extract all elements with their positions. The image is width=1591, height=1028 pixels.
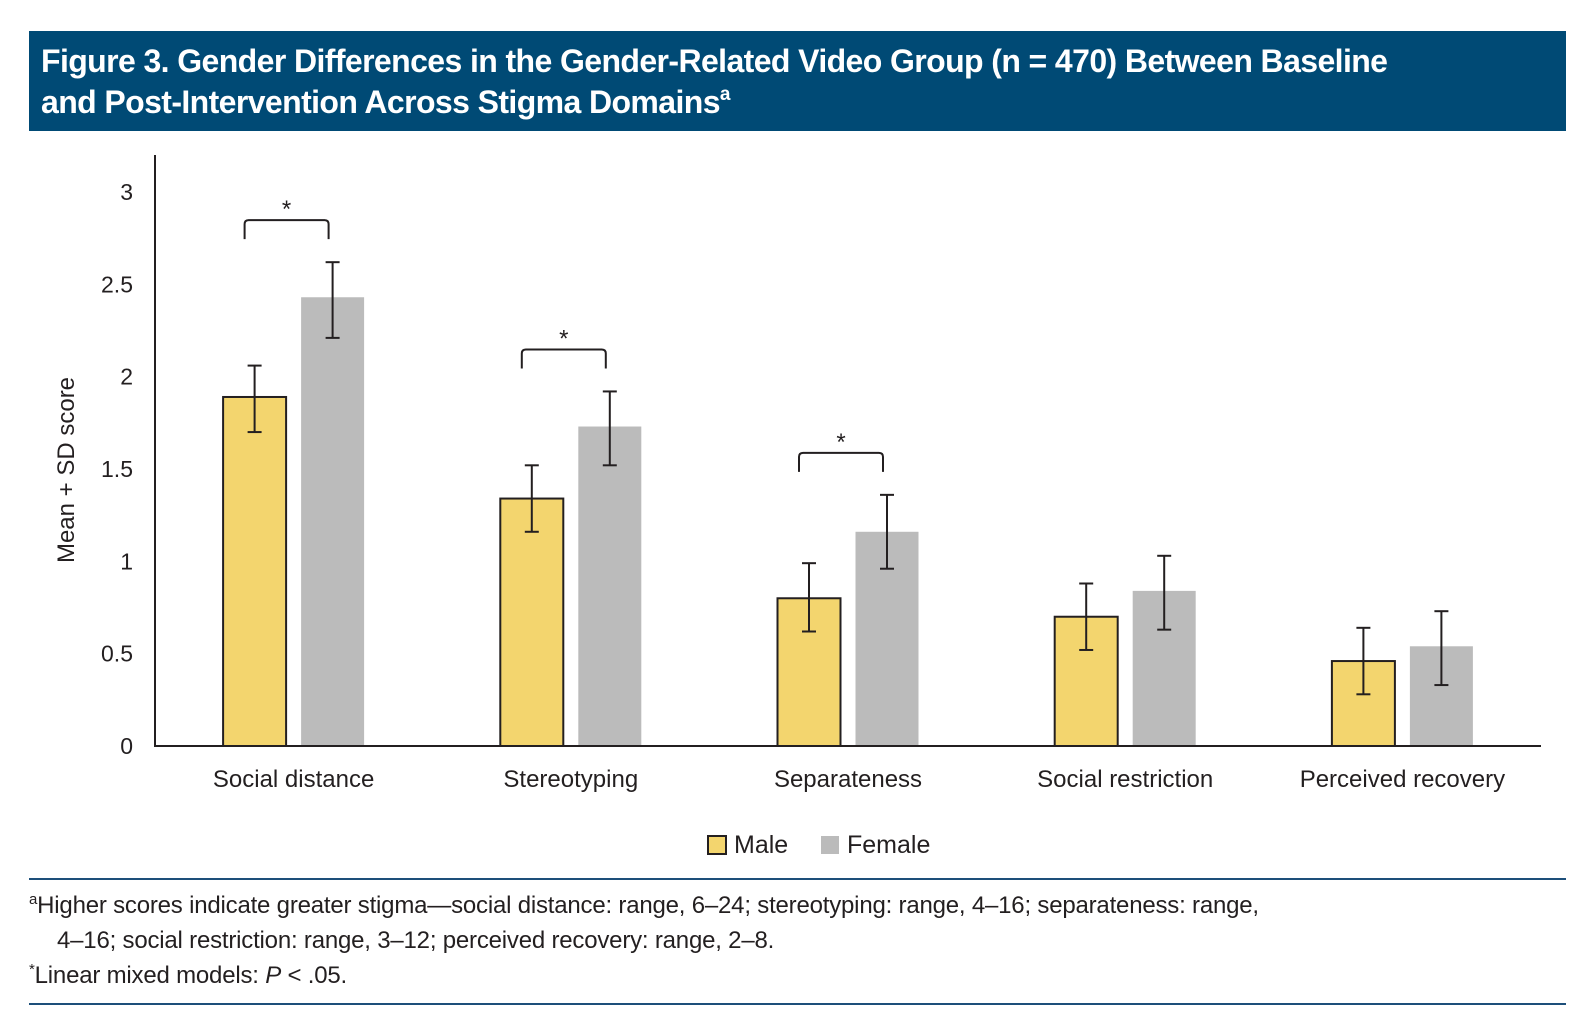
y-tick-label: 1 bbox=[120, 548, 133, 574]
x-tick-label: Perceived recovery bbox=[1300, 766, 1505, 793]
y-axis: 0 0.5 1 1.5 2 2.5 3 bbox=[101, 155, 156, 759]
significance-asterisk: * bbox=[559, 325, 568, 352]
legend-label-male: Male bbox=[734, 831, 788, 859]
footnote-star-marker: * bbox=[29, 961, 35, 978]
footnotes: aHigher scores indicate greater stigma—s… bbox=[29, 878, 1566, 1005]
x-tick-label: Separateness bbox=[774, 766, 922, 793]
footnote-star-p: P bbox=[265, 962, 282, 989]
legend-swatch-female bbox=[821, 836, 839, 854]
bar-female bbox=[301, 297, 365, 746]
y-tick-label: 2.5 bbox=[101, 271, 133, 297]
significance-asterisk: * bbox=[282, 196, 291, 223]
x-tick-label: Social restriction bbox=[1037, 766, 1213, 793]
y-tick-label: 1.5 bbox=[101, 456, 133, 482]
legend-label-female: Female bbox=[847, 831, 930, 859]
significance-markers: * * * bbox=[243, 196, 884, 472]
x-axis: Social distance Stereotyping Separateness S… bbox=[154, 745, 1541, 793]
figure-title: Figure 3. Gender Differences in the Gend… bbox=[41, 41, 1566, 123]
significance-asterisk: * bbox=[836, 429, 845, 456]
footnote-star: *Linear mixed models: P < .05. bbox=[29, 958, 1566, 993]
bar-female bbox=[578, 426, 642, 746]
footnote-top-rule bbox=[29, 878, 1566, 880]
figure-title-line1: Figure 3. Gender Differences in the Gend… bbox=[41, 43, 1388, 79]
footnote-star-suffix: < .05. bbox=[281, 962, 348, 989]
figure-title-line2: and Post-Intervention Across Stigma Doma… bbox=[41, 82, 1566, 123]
footnote-text: aHigher scores indicate greater stigma—s… bbox=[29, 880, 1566, 1003]
figure-header: Figure 3. Gender Differences in the Gend… bbox=[29, 31, 1566, 131]
error-bars bbox=[247, 261, 1449, 696]
footnote-a-line2: 4–16; social restriction: range, 3–12; p… bbox=[57, 927, 775, 954]
legend: Male Female bbox=[707, 831, 930, 859]
significance-bracket bbox=[798, 451, 884, 472]
bars bbox=[222, 297, 1473, 748]
x-tick-label: Stereotyping bbox=[503, 766, 638, 793]
y-tick-label: 2 bbox=[120, 364, 133, 390]
significance-bracket bbox=[520, 348, 607, 369]
y-axis-label: Mean + SD score bbox=[53, 377, 80, 563]
bar-male bbox=[499, 497, 565, 747]
y-tick-label: 0 bbox=[120, 733, 133, 759]
significance-bracket bbox=[243, 219, 330, 240]
legend-swatch-male bbox=[707, 835, 727, 855]
footnote-a-text1: Higher scores indicate greater stigma—so… bbox=[37, 892, 1259, 919]
footnote-star-prefix: Linear mixed models: bbox=[34, 962, 266, 989]
y-tick-label: 3 bbox=[120, 179, 133, 205]
bar-chart: 0 0.5 1 1.5 2 2.5 3 * * * Social distance Stereot… bbox=[53, 155, 1541, 859]
footnote-a-line1: aHigher scores indicate greater stigma—s… bbox=[29, 888, 1566, 923]
bar-male bbox=[222, 395, 288, 747]
footnote-a-marker: a bbox=[29, 891, 38, 908]
figure-title-line2-text: and Post-Intervention Across Stigma Doma… bbox=[41, 84, 721, 120]
x-tick-label: Social distance bbox=[213, 766, 374, 793]
footnote-marker-a: a bbox=[719, 84, 731, 105]
footnote-bottom-rule bbox=[29, 1003, 1566, 1005]
y-tick-label: 0.5 bbox=[101, 641, 133, 667]
